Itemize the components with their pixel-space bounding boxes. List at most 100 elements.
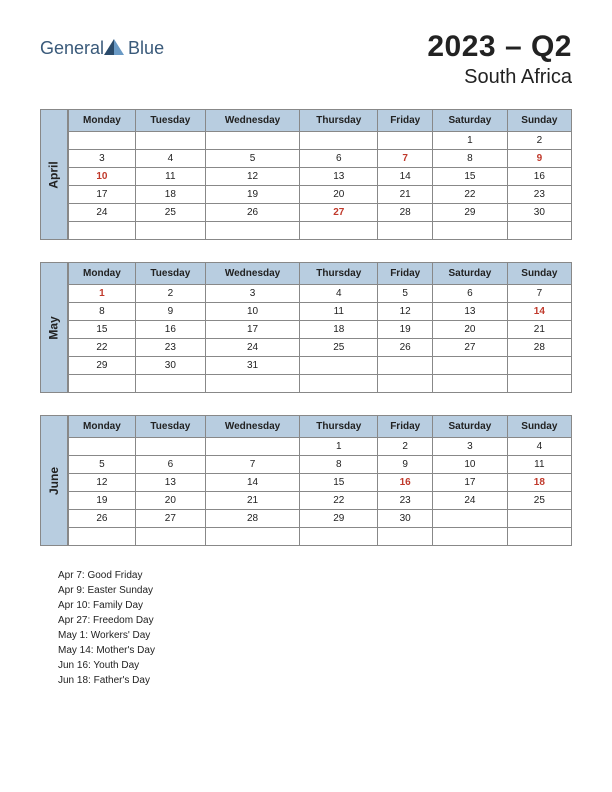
day-header: Saturday	[433, 416, 508, 438]
day-cell	[433, 510, 508, 528]
day-cell: 10	[69, 168, 136, 186]
holiday-item: Apr 27: Freedom Day	[58, 613, 572, 628]
day-cell: 26	[378, 339, 433, 357]
week-row	[69, 222, 572, 240]
month-label: May	[40, 262, 68, 393]
day-cell: 29	[433, 204, 508, 222]
day-cell: 26	[69, 510, 136, 528]
day-cell: 30	[378, 510, 433, 528]
day-cell: 24	[69, 204, 136, 222]
day-cell: 4	[507, 438, 571, 456]
day-cell: 28	[507, 339, 571, 357]
day-cell: 21	[205, 492, 299, 510]
day-cell: 8	[69, 303, 136, 321]
day-cell: 29	[69, 357, 136, 375]
day-header: Sunday	[507, 416, 571, 438]
day-cell: 3	[433, 438, 508, 456]
calendar-grid: MondayTuesdayWednesdayThursdayFridaySatu…	[68, 415, 572, 546]
logo-triangle-icon	[104, 37, 126, 55]
day-header: Sunday	[507, 263, 571, 285]
week-row: 567891011	[69, 456, 572, 474]
day-cell: 19	[205, 186, 299, 204]
day-cell	[300, 375, 378, 393]
day-cell: 21	[507, 321, 571, 339]
day-cell: 11	[507, 456, 571, 474]
day-cell: 14	[205, 474, 299, 492]
day-cell: 10	[433, 456, 508, 474]
day-header: Tuesday	[135, 416, 205, 438]
week-row: 19202122232425	[69, 492, 572, 510]
day-header: Thursday	[300, 416, 378, 438]
day-cell	[507, 528, 571, 546]
day-cell	[433, 528, 508, 546]
day-cell: 22	[300, 492, 378, 510]
day-cell: 19	[378, 321, 433, 339]
month-label: April	[40, 109, 68, 240]
title-sub: South Africa	[427, 66, 572, 89]
title-block: 2023 – Q2 South Africa	[427, 30, 572, 89]
day-cell: 2	[507, 132, 571, 150]
day-cell: 31	[205, 357, 299, 375]
day-cell: 12	[378, 303, 433, 321]
day-cell	[205, 375, 299, 393]
day-cell: 13	[433, 303, 508, 321]
day-cell: 14	[378, 168, 433, 186]
day-cell: 22	[69, 339, 136, 357]
day-cell: 1	[69, 285, 136, 303]
day-cell: 13	[135, 474, 205, 492]
day-cell: 9	[378, 456, 433, 474]
day-cell	[69, 375, 136, 393]
day-cell: 20	[300, 186, 378, 204]
holidays-list: Apr 7: Good FridayApr 9: Easter SundayAp…	[40, 568, 572, 688]
logo-text-1: General	[40, 38, 104, 59]
week-row	[69, 375, 572, 393]
day-cell	[135, 528, 205, 546]
week-row: 10111213141516	[69, 168, 572, 186]
calendar-april: AprilMondayTuesdayWednesdayThursdayFrida…	[40, 109, 572, 240]
day-cell: 25	[135, 204, 205, 222]
week-row: 3456789	[69, 150, 572, 168]
day-cell: 5	[378, 285, 433, 303]
day-cell	[300, 357, 378, 375]
day-cell: 1	[433, 132, 508, 150]
day-cell: 23	[507, 186, 571, 204]
day-cell: 17	[433, 474, 508, 492]
day-cell: 12	[69, 474, 136, 492]
day-cell: 18	[507, 474, 571, 492]
day-cell	[135, 438, 205, 456]
day-header: Wednesday	[205, 110, 299, 132]
day-cell	[378, 375, 433, 393]
calendars-container: AprilMondayTuesdayWednesdayThursdayFrida…	[40, 109, 572, 546]
day-cell	[300, 222, 378, 240]
day-cell	[300, 132, 378, 150]
day-cell: 21	[378, 186, 433, 204]
week-row	[69, 528, 572, 546]
day-cell	[300, 528, 378, 546]
day-cell: 18	[135, 186, 205, 204]
day-cell: 11	[135, 168, 205, 186]
month-name: June	[47, 466, 61, 494]
calendar-june: June MondayTuesdayWednesdayThursdayFriday…	[40, 415, 572, 546]
day-cell: 16	[135, 321, 205, 339]
day-cell: 4	[300, 285, 378, 303]
day-cell: 13	[300, 168, 378, 186]
day-header: Tuesday	[135, 263, 205, 285]
week-row: 17181920212223	[69, 186, 572, 204]
day-cell	[378, 132, 433, 150]
calendar-grid: MondayTuesdayWednesdayThursdayFridaySatu…	[68, 109, 572, 240]
week-row: 891011121314	[69, 303, 572, 321]
day-cell: 15	[433, 168, 508, 186]
day-cell	[69, 438, 136, 456]
day-cell: 8	[433, 150, 508, 168]
day-cell: 25	[300, 339, 378, 357]
day-cell: 18	[300, 321, 378, 339]
day-cell	[433, 222, 508, 240]
day-cell	[205, 438, 299, 456]
week-row: 2627282930	[69, 510, 572, 528]
day-cell	[507, 222, 571, 240]
day-cell: 2	[378, 438, 433, 456]
day-cell: 27	[135, 510, 205, 528]
day-cell	[378, 222, 433, 240]
day-header: Monday	[69, 110, 136, 132]
header: General Blue 2023 – Q2 South Africa	[40, 30, 572, 89]
